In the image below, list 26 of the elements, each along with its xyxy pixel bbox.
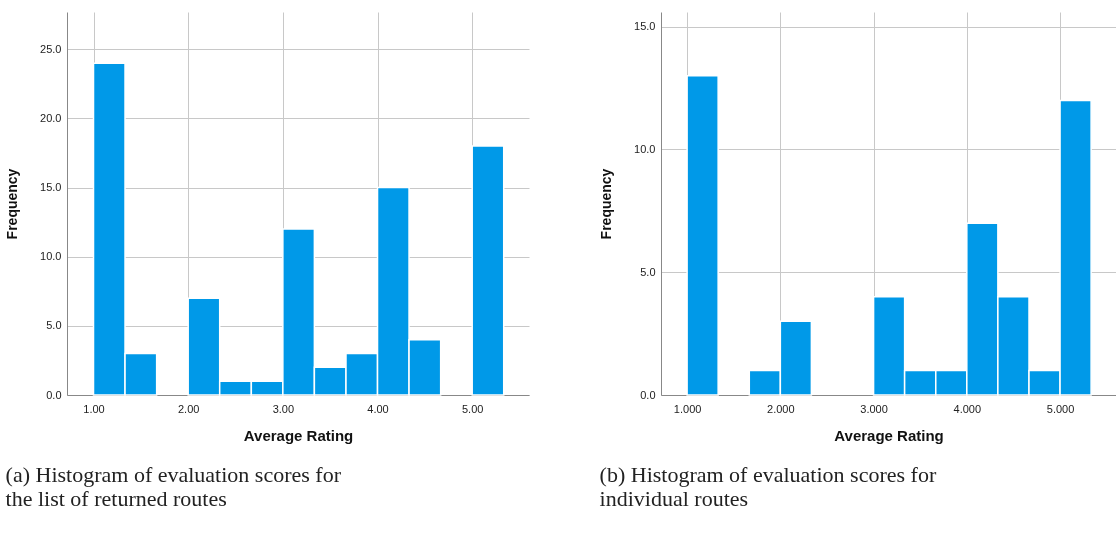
y-axis-title: Frequency: [598, 168, 615, 240]
text: (b) Histogram of evaluation scores for individual routes: [599, 462, 937, 511]
x-tick-label: 2.000: [767, 402, 795, 415]
x-tick-label: 1.000: [673, 402, 702, 415]
x-tick-label: 1.00: [83, 402, 105, 415]
x-axis-title: Average Rating: [834, 426, 944, 444]
x-tick-label: 3.00: [272, 402, 295, 415]
y-tick-label: 10.0: [40, 250, 62, 263]
y-tick-label: 20.0: [40, 111, 62, 124]
y-axis-title: Frequency: [4, 168, 21, 240]
x-tick-label: 4.00: [367, 402, 389, 415]
y-tick-label: 15.0: [40, 181, 62, 194]
text: (a) Histogram of evaluation scores for the list of returned routes: [5, 462, 342, 511]
y-tick-label: 5.0: [46, 319, 62, 332]
y-tick-label: 10.0: [634, 142, 656, 155]
x-tick-label: 4.000: [953, 402, 982, 415]
y-tick-label: 5.0: [640, 265, 656, 278]
x-tick-label: 5.000: [1046, 402, 1075, 415]
x-tick-label: 2.00: [177, 402, 200, 415]
x-tick-label: 5.00: [461, 402, 484, 415]
y-tick-label: 15.0: [634, 20, 656, 33]
y-tick-label: 0.0: [640, 388, 656, 401]
x-tick-label: 3.000: [860, 402, 888, 415]
x-axis-title: Average Rating: [243, 426, 354, 444]
y-tick-label: 25.0: [40, 42, 62, 55]
y-tick-label: 0.0: [46, 388, 62, 401]
